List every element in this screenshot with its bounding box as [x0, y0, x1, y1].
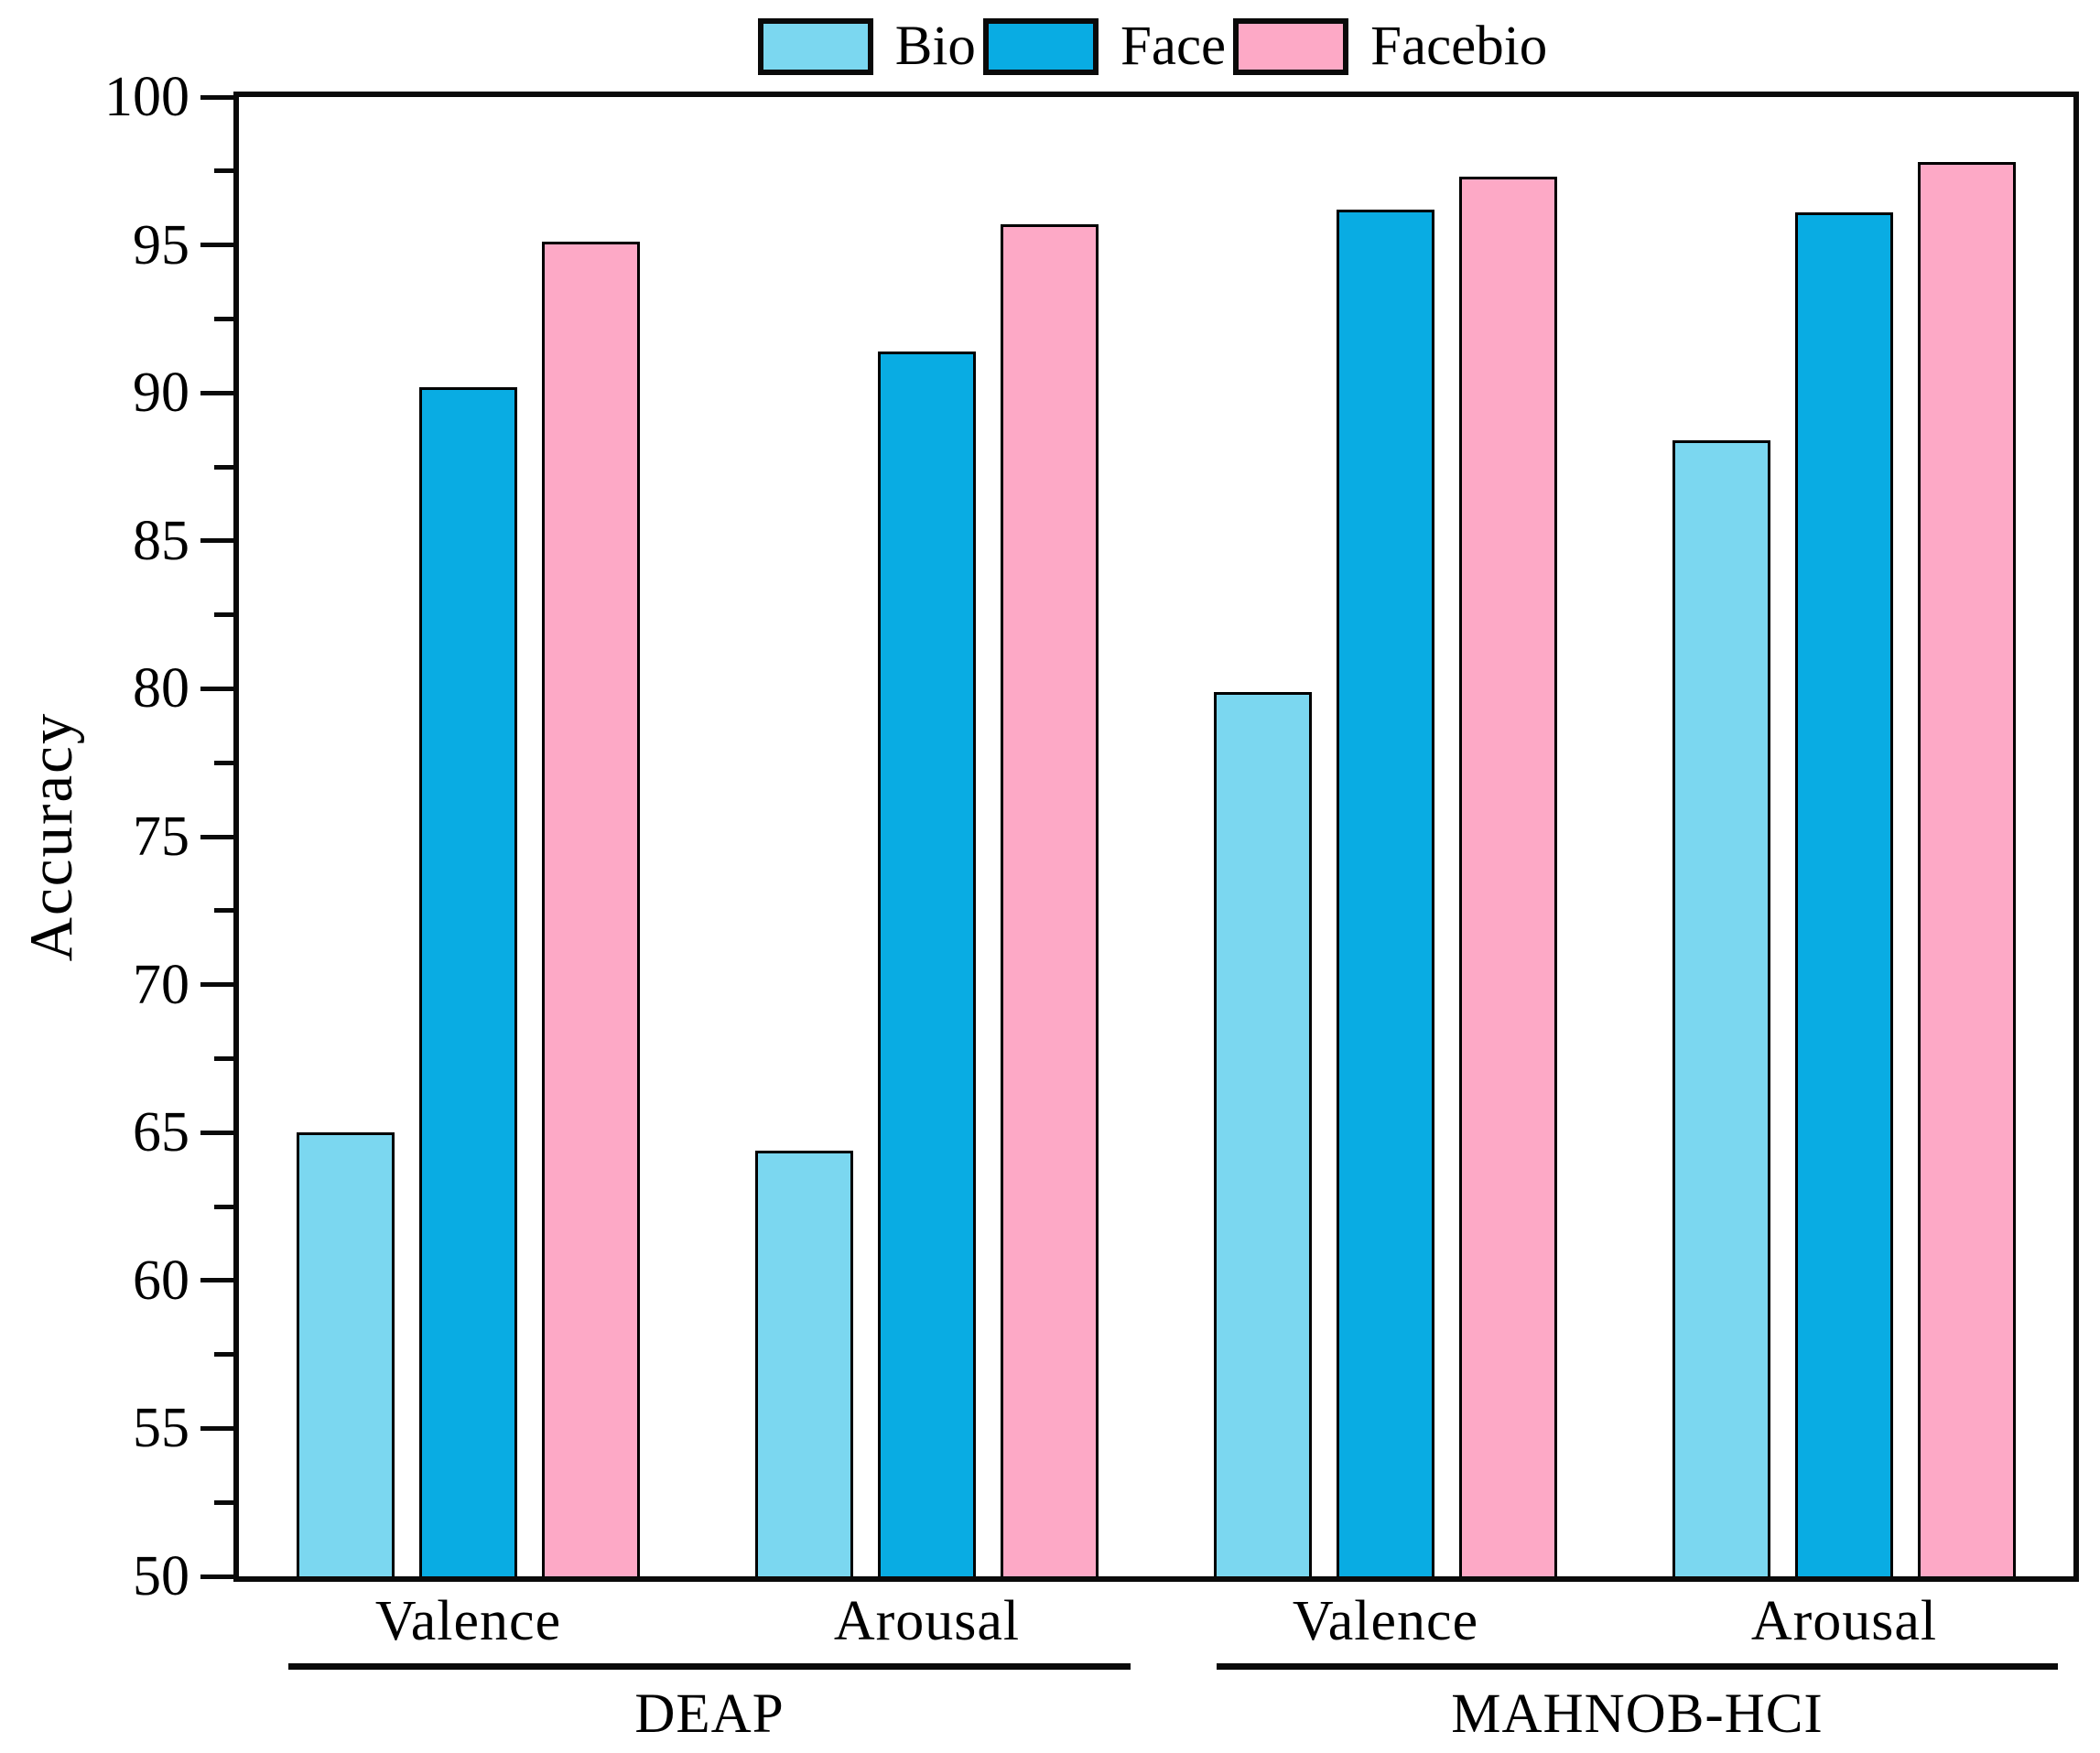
bar-bio-valence-2	[1214, 691, 1312, 1576]
bar-group-arousal-3	[1615, 97, 2073, 1576]
bar-face-arousal-1	[878, 351, 976, 1576]
y-tick-label: 85	[133, 509, 189, 572]
y-major-tick	[200, 834, 233, 839]
y-minor-tick	[214, 760, 233, 765]
y-tick-label: 75	[133, 806, 189, 868]
x-tick-label-valence-2: Valence	[1292, 1590, 1479, 1652]
bar-facebio-valence-0	[542, 242, 640, 1576]
chart-legend: Bio Face Facebio	[233, 15, 2079, 79]
y-tick-label: 100	[104, 66, 189, 128]
bar-bio-arousal-3	[1672, 439, 1770, 1576]
y-tick-label: 65	[133, 1101, 189, 1164]
section-label-mahnob-hci: MAHNOB-HCI	[1451, 1683, 1824, 1745]
y-minor-tick	[214, 908, 233, 914]
y-major-tick	[200, 243, 233, 248]
y-tick-label: 60	[133, 1249, 189, 1312]
legend-swatch-bio	[757, 18, 873, 75]
bar-facebio-arousal-3	[1918, 162, 2016, 1576]
legend-item-bio: Bio	[757, 15, 983, 79]
bar-face-valence-2	[1337, 209, 1434, 1576]
y-minor-tick	[214, 1055, 233, 1061]
legend-swatch-face	[982, 18, 1099, 75]
legend-item-face: Face	[982, 15, 1233, 79]
section-line-deap	[288, 1663, 1131, 1670]
y-minor-tick	[214, 1204, 233, 1209]
y-tick-label: 55	[133, 1397, 189, 1460]
y-tick-label: 70	[133, 953, 189, 1016]
bar-facebio-valence-2	[1459, 177, 1557, 1576]
y-major-tick	[200, 1130, 233, 1135]
y-major-tick	[200, 1278, 233, 1283]
legend-label: Face	[1120, 16, 1227, 77]
plot-area	[200, 92, 2079, 1582]
bar-face-arousal-3	[1795, 212, 1893, 1576]
y-major-tick	[200, 1574, 233, 1579]
y-major-tick	[200, 686, 233, 691]
y-minor-tick	[214, 464, 233, 470]
legend-item-facebio: Facebio	[1233, 15, 1554, 79]
section-line-mahnob-hci	[1217, 1663, 2058, 1670]
legend-label: Facebio	[1370, 16, 1548, 77]
legend-swatch-facebio	[1233, 18, 1349, 75]
y-major-tick	[200, 982, 233, 988]
y-minor-tick	[214, 612, 233, 618]
bar-group-arousal-1	[698, 97, 1156, 1576]
y-major-tick	[200, 390, 233, 395]
y-tick-label: 90	[133, 362, 189, 425]
y-major-tick	[200, 538, 233, 544]
y-minor-tick	[214, 1499, 233, 1505]
bar-face-valence-0	[419, 386, 517, 1576]
y-tick-label: 50	[133, 1545, 189, 1607]
section-label-deap: DEAP	[634, 1683, 785, 1745]
x-tick-label-arousal-3: Arousal	[1750, 1590, 1938, 1652]
bar-bio-valence-0	[297, 1132, 395, 1576]
x-tick-label-arousal-1: Arousal	[833, 1590, 1021, 1652]
x-tick-label-valence-0: Valence	[374, 1590, 562, 1652]
y-tick-label: 95	[133, 213, 189, 276]
y-tick-label: 80	[133, 657, 189, 720]
legend-label: Bio	[894, 16, 976, 77]
y-major-tick	[200, 94, 233, 100]
bar-facebio-arousal-1	[1001, 223, 1099, 1576]
bar-bio-arousal-1	[755, 1150, 853, 1576]
y-minor-tick	[214, 168, 233, 174]
y-major-tick	[200, 1425, 233, 1431]
y-minor-tick	[214, 1352, 233, 1358]
bar-group-valence-0	[239, 97, 698, 1576]
bar-group-valence-2	[1156, 97, 1615, 1576]
y-minor-tick	[214, 316, 233, 321]
